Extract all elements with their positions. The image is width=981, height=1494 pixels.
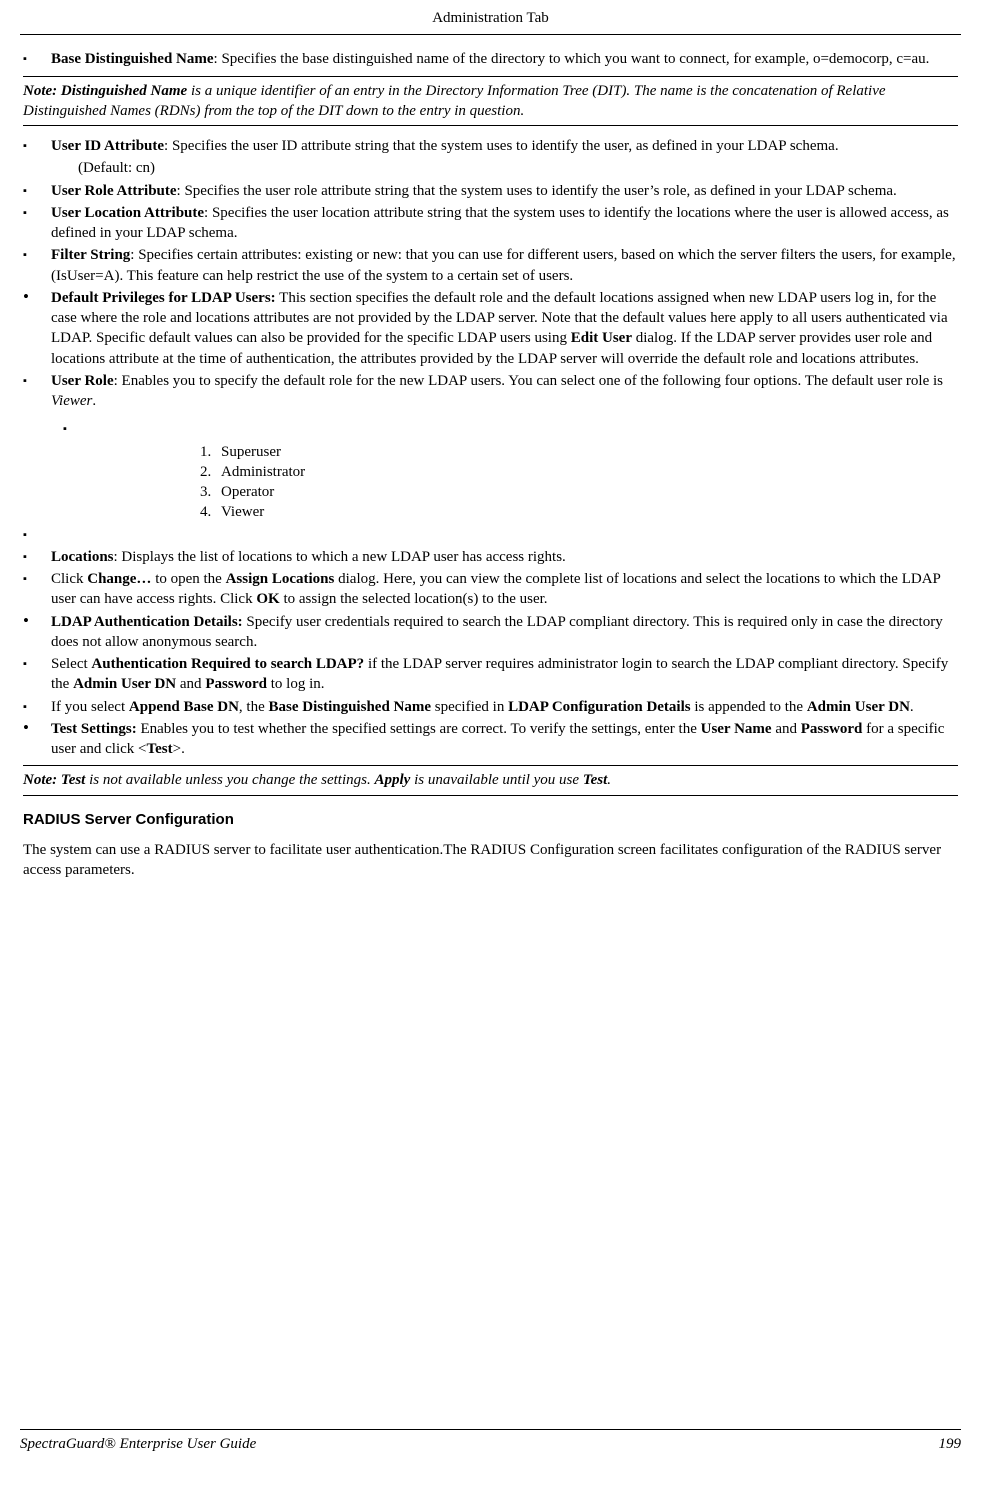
page-header: Administration Tab bbox=[20, 0, 961, 35]
user-role-text: : Enables you to specify the default rol… bbox=[114, 373, 943, 389]
note-test: Note: Test is not available unless you c… bbox=[23, 765, 958, 795]
test-bold: Test bbox=[147, 741, 173, 757]
header-title: Administration Tab bbox=[432, 10, 549, 26]
user-name-bold: User Name bbox=[701, 721, 772, 737]
role-4: Viewer bbox=[215, 502, 958, 522]
item-locations: Locations: Displays the list of location… bbox=[23, 547, 958, 567]
empty-bullet-1 bbox=[63, 419, 958, 439]
list-attrs: User Role Attribute: Specifies the user … bbox=[23, 181, 958, 286]
item-change: Click Change… to open the Assign Locatio… bbox=[23, 569, 958, 610]
admin-dn-bold: Admin User DN bbox=[73, 676, 176, 692]
list-empty-bullet-1 bbox=[63, 419, 958, 439]
role-ordered-list: Superuser Administrator Operator Viewer bbox=[193, 442, 958, 523]
footer-page-number: 199 bbox=[939, 1434, 962, 1454]
locations-label: Locations bbox=[51, 549, 114, 565]
change-mid: to open the bbox=[151, 571, 225, 587]
filter-text: : Specifies certain attributes: existing… bbox=[51, 247, 956, 283]
password-bold-2: Password bbox=[801, 721, 863, 737]
item-user-id: User ID Attribute: Specifies the user ID… bbox=[23, 136, 958, 156]
user-role-label: User Role bbox=[51, 373, 114, 389]
page-content: Base Distinguished Name: Specifies the b… bbox=[20, 49, 961, 880]
auth-req-bold: Authentication Required to search LDAP? bbox=[91, 656, 364, 672]
item-user-role: User Role: Enables you to specify the de… bbox=[23, 371, 958, 412]
and-word-2: and bbox=[772, 721, 801, 737]
item-auth-required: Select Authentication Required to search… bbox=[23, 654, 958, 695]
apply-bold: Apply bbox=[374, 772, 410, 788]
item-ldap-auth: LDAP Authentication Details: Specify use… bbox=[23, 612, 958, 653]
ldap-conf-bold: LDAP Configuration Details bbox=[508, 699, 691, 715]
edit-user-bold: Edit User bbox=[571, 330, 632, 346]
list-user-role: User Role: Enables you to specify the de… bbox=[23, 371, 958, 412]
list-default-priv: Default Privileges for LDAP Users: This … bbox=[23, 288, 958, 369]
note-distinguished-name: Note: Distinguished Name is a unique ide… bbox=[23, 76, 958, 127]
note2-mid: is not available unless you change the s… bbox=[85, 772, 374, 788]
user-loc-attr-label: User Location Attribute bbox=[51, 205, 204, 221]
base-dn-label: Base Distinguished Name bbox=[51, 51, 214, 67]
user-role-attr-text: : Specifies the user role attribute stri… bbox=[177, 183, 897, 199]
ok-bold: OK bbox=[256, 591, 279, 607]
list-auth-sub: Select Authentication Required to search… bbox=[23, 654, 958, 717]
item-append-base-dn: If you select Append Base DN, the Base D… bbox=[23, 697, 958, 717]
list-locations: Locations: Displays the list of location… bbox=[23, 525, 958, 610]
ldap-auth-label: LDAP Authentication Details: bbox=[51, 614, 243, 630]
append-mid2: specified in bbox=[431, 699, 508, 715]
append-bold: Append Base DN bbox=[129, 699, 239, 715]
role-2: Administrator bbox=[215, 462, 958, 482]
list-base-dn: Base Distinguished Name: Specifies the b… bbox=[23, 49, 958, 69]
auth-pre: Select bbox=[51, 656, 91, 672]
user-role-attr-label: User Role Attribute bbox=[51, 183, 177, 199]
list-ldap-auth: LDAP Authentication Details: Specify use… bbox=[23, 612, 958, 653]
admin-dn-bold-2: Admin User DN bbox=[807, 699, 910, 715]
item-base-dn: Base Distinguished Name: Specifies the b… bbox=[23, 49, 958, 69]
role-1: Superuser bbox=[215, 442, 958, 462]
test-text-3: >. bbox=[173, 741, 185, 757]
test-italic-bold: Test bbox=[583, 772, 607, 788]
test-label: Test Settings: bbox=[51, 721, 137, 737]
change-bold: Change… bbox=[87, 571, 151, 587]
note2-lead: Note: Test bbox=[23, 772, 85, 788]
item-filter-string: Filter String: Specifies certain attribu… bbox=[23, 245, 958, 286]
base-dn-text: : Specifies the base distinguished name … bbox=[214, 51, 930, 67]
change-tail: to assign the selected location(s) to th… bbox=[280, 591, 548, 607]
assign-loc-bold: Assign Locations bbox=[226, 571, 335, 587]
default-cn: (Default: cn) bbox=[78, 158, 958, 178]
user-role-period: . bbox=[92, 393, 96, 409]
empty-bullet-2 bbox=[23, 525, 958, 545]
note2-period: . bbox=[607, 772, 611, 788]
viewer-italic: Viewer bbox=[51, 393, 92, 409]
append-mid: , the bbox=[239, 699, 269, 715]
list-user-id: User ID Attribute: Specifies the user ID… bbox=[23, 136, 958, 156]
filter-label: Filter String bbox=[51, 247, 130, 263]
def-priv-label: Default Privileges for LDAP Users: bbox=[51, 290, 276, 306]
role-3: Operator bbox=[215, 482, 958, 502]
auth-tail: to log in. bbox=[267, 676, 325, 692]
test-text-1: Enables you to test whether the specifie… bbox=[137, 721, 701, 737]
base-dn-bold-2: Base Distinguished Name bbox=[269, 699, 432, 715]
footer-book: SpectraGuard® Enterprise User Guide bbox=[20, 1434, 256, 1454]
radius-heading: RADIUS Server Configuration bbox=[23, 810, 958, 830]
page: Administration Tab Base Distinguished Na… bbox=[0, 0, 981, 1494]
user-id-label: User ID Attribute bbox=[51, 138, 164, 154]
item-default-priv: Default Privileges for LDAP Users: This … bbox=[23, 288, 958, 369]
user-id-text: : Specifies the user ID attribute string… bbox=[164, 138, 839, 154]
item-test: Test Settings: Enables you to test wheth… bbox=[23, 719, 958, 760]
and-word: and bbox=[176, 676, 205, 692]
item-user-loc-attr: User Location Attribute: Specifies the u… bbox=[23, 203, 958, 244]
radius-paragraph: The system can use a RADIUS server to fa… bbox=[23, 840, 958, 881]
append-tail: . bbox=[910, 699, 914, 715]
password-bold: Password bbox=[205, 676, 267, 692]
append-mid3: is appended to the bbox=[691, 699, 807, 715]
change-pre: Click bbox=[51, 571, 87, 587]
note1-lead: Note: Distinguished Name bbox=[23, 83, 187, 99]
append-pre: If you select bbox=[51, 699, 129, 715]
note2-tail: is unavailable until you use bbox=[410, 772, 582, 788]
item-user-role-attr: User Role Attribute: Specifies the user … bbox=[23, 181, 958, 201]
page-footer: SpectraGuard® Enterprise User Guide 199 bbox=[20, 1429, 961, 1454]
locations-text: : Displays the list of locations to whic… bbox=[114, 549, 566, 565]
list-test: Test Settings: Enables you to test wheth… bbox=[23, 719, 958, 760]
